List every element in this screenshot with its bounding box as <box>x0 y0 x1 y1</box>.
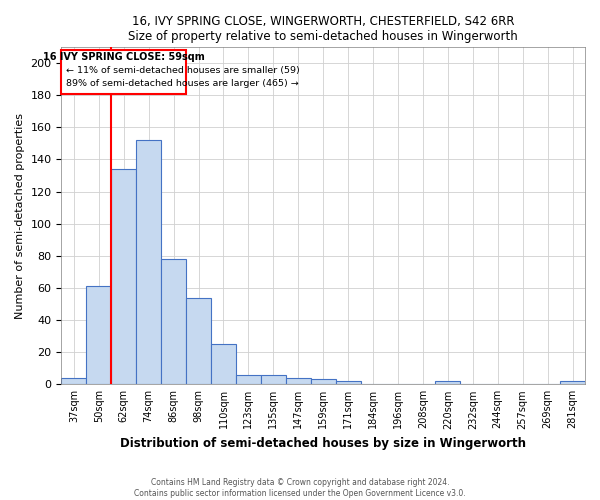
Bar <box>61 378 86 384</box>
Bar <box>560 381 585 384</box>
Text: ← 11% of semi-detached houses are smaller (59): ← 11% of semi-detached houses are smalle… <box>67 66 300 75</box>
Text: 89% of semi-detached houses are larger (465) →: 89% of semi-detached houses are larger (… <box>67 79 299 88</box>
Bar <box>311 380 335 384</box>
Bar <box>86 286 111 384</box>
Bar <box>186 298 211 384</box>
Bar <box>111 169 136 384</box>
Bar <box>236 374 261 384</box>
Y-axis label: Number of semi-detached properties: Number of semi-detached properties <box>15 112 25 318</box>
Bar <box>335 381 361 384</box>
Bar <box>261 374 286 384</box>
Bar <box>436 381 460 384</box>
X-axis label: Distribution of semi-detached houses by size in Wingerworth: Distribution of semi-detached houses by … <box>120 437 526 450</box>
Bar <box>286 378 311 384</box>
Bar <box>136 140 161 384</box>
Title: 16, IVY SPRING CLOSE, WINGERWORTH, CHESTERFIELD, S42 6RR
Size of property relati: 16, IVY SPRING CLOSE, WINGERWORTH, CHEST… <box>128 15 518 43</box>
Bar <box>161 259 186 384</box>
FancyBboxPatch shape <box>61 50 186 94</box>
Bar <box>211 344 236 385</box>
Text: 16 IVY SPRING CLOSE: 59sqm: 16 IVY SPRING CLOSE: 59sqm <box>43 52 205 62</box>
Text: Contains HM Land Registry data © Crown copyright and database right 2024.
Contai: Contains HM Land Registry data © Crown c… <box>134 478 466 498</box>
